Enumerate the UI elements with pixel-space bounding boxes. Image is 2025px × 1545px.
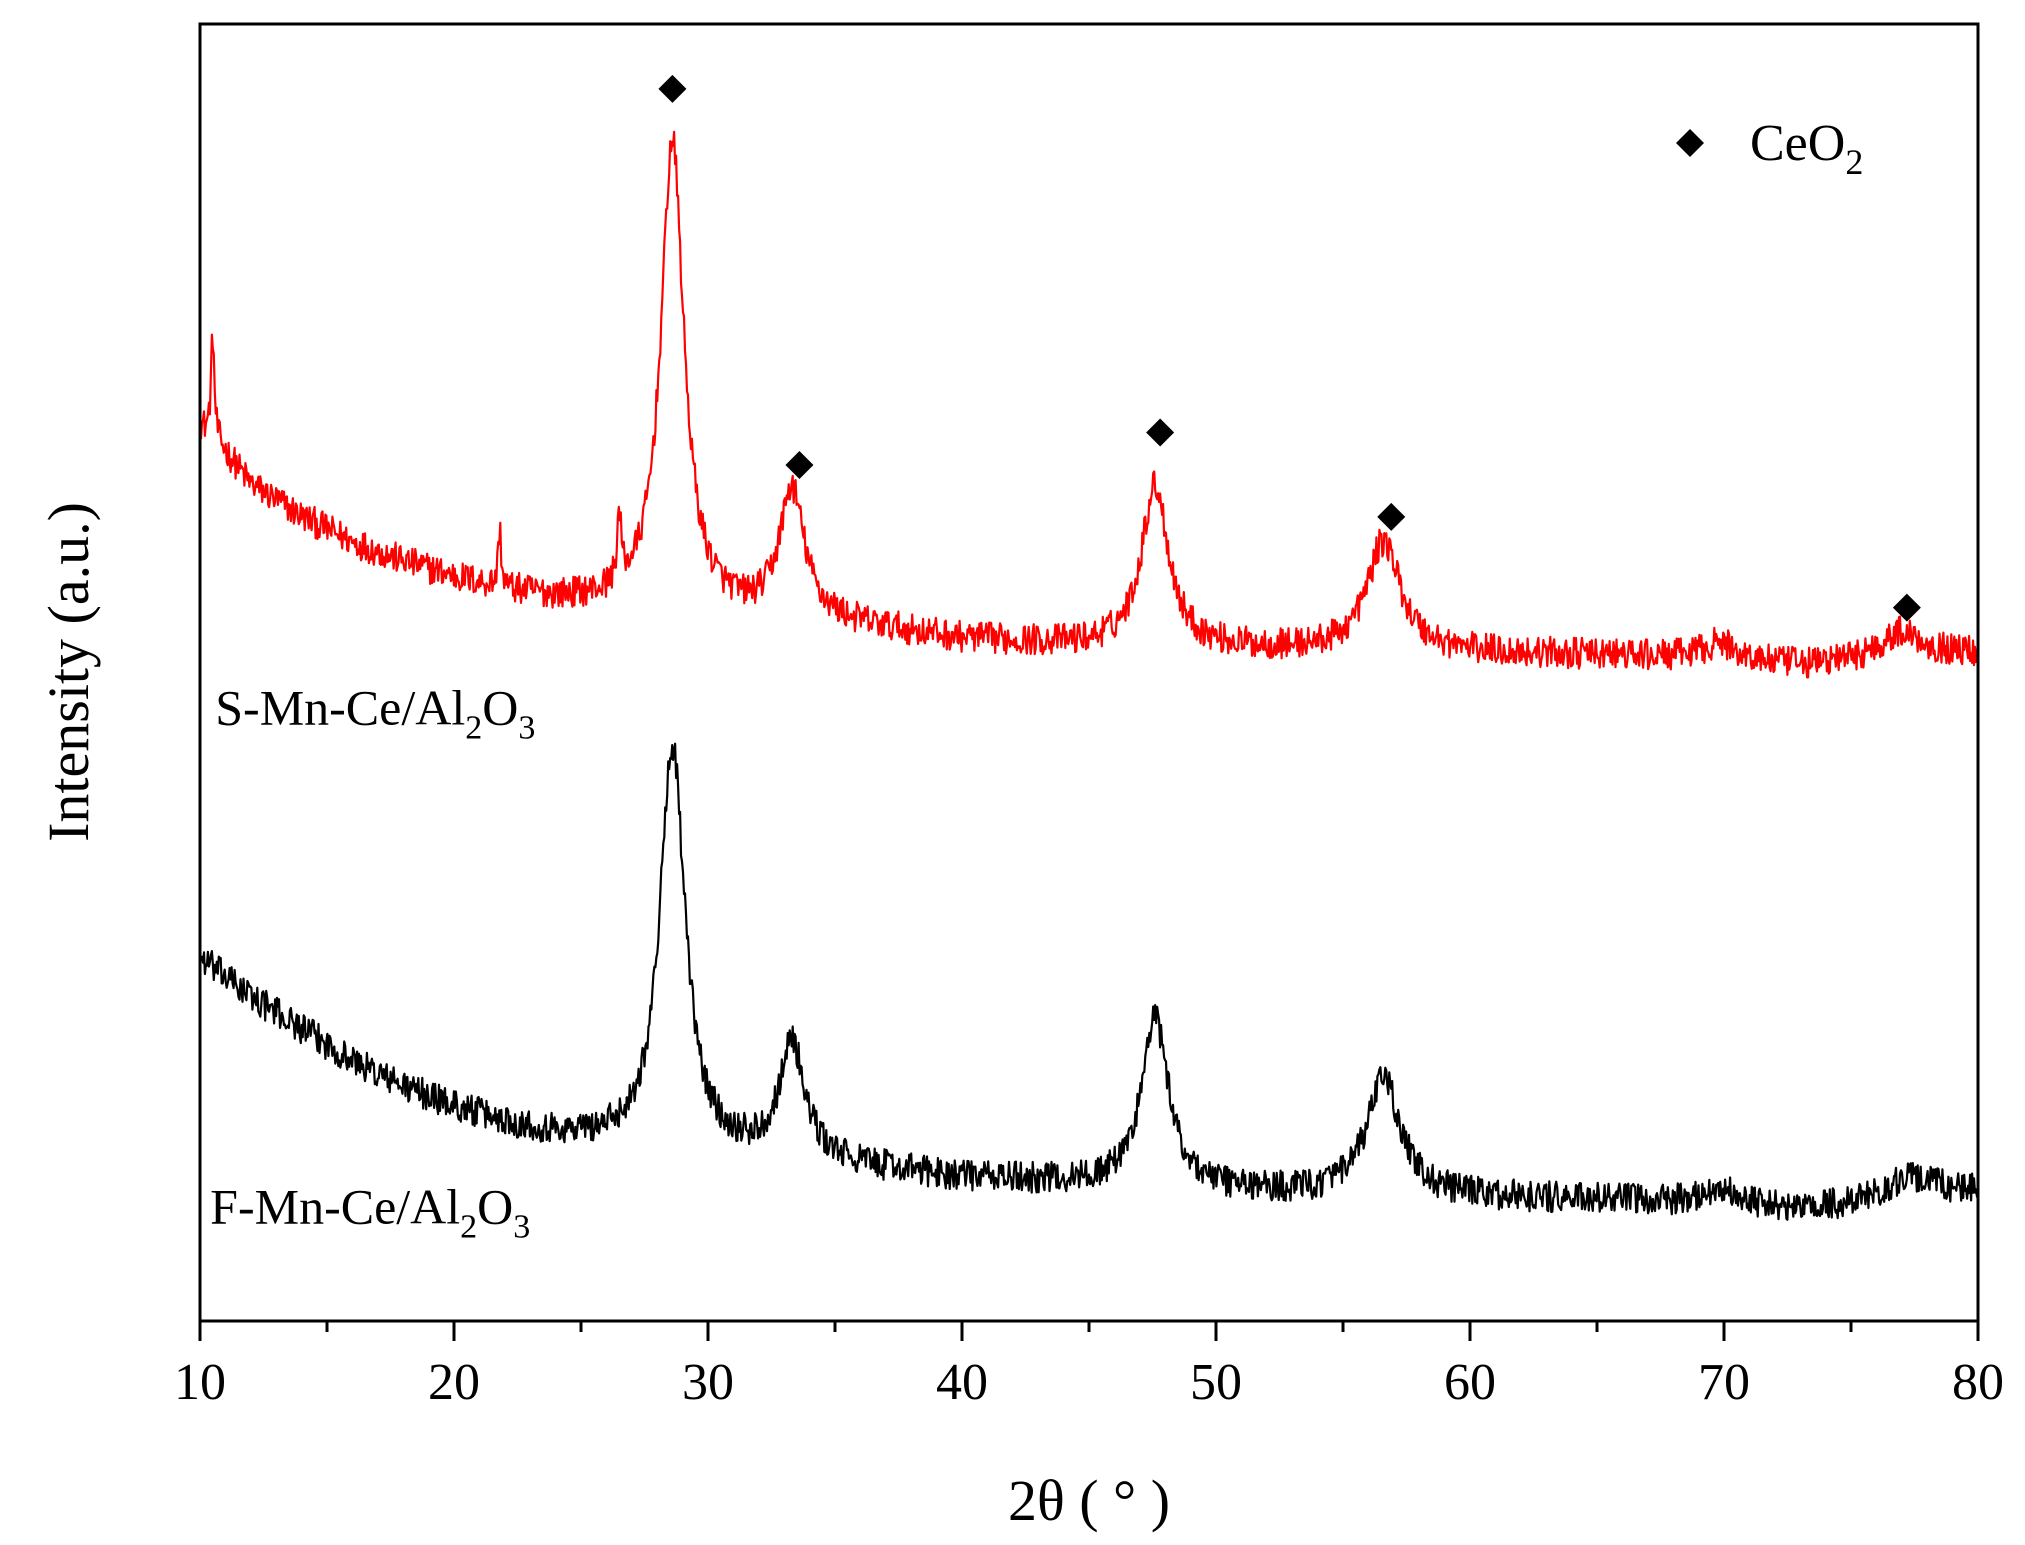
x-tick-label: 50 [1190, 1354, 1242, 1411]
series-label-f-mn-ce: F-Mn-Ce/Al2O3 [210, 1179, 530, 1246]
label-text: S-Mn-Ce/Al [215, 679, 465, 735]
series-line-f-mn-ce [198, 742, 1980, 1221]
legend-label: CeO2 [1750, 115, 1863, 182]
plot-frame [198, 22, 1980, 1323]
series-line-s-mn-ce [199, 130, 1980, 679]
label-subscript: 3 [518, 709, 535, 746]
ceo2-peak-marker [1377, 502, 1406, 531]
label-subscript: 3 [513, 1209, 530, 1246]
x-tick-label: 30 [682, 1354, 734, 1411]
x-axis-title: 2θ ( ° ) [1008, 1468, 1170, 1533]
label-subscript: 2 [465, 709, 482, 746]
x-axis-ticks: 10 20 30 40 50 60 70 80 [174, 1321, 2004, 1411]
legend-label-text: CeO [1750, 115, 1845, 172]
series-layer [198, 130, 1980, 1221]
label-subscript: 2 [460, 1209, 477, 1246]
ceo2-peak-marker [1892, 593, 1921, 622]
label-text: O [477, 1179, 513, 1235]
ceo2-peak-marker [1146, 418, 1175, 447]
x-tick-label: 40 [936, 1354, 988, 1411]
series-label-s-mn-ce: S-Mn-Ce/Al2O3 [215, 679, 535, 746]
legend-label-subscript: 2 [1845, 142, 1863, 182]
label-text: F-Mn-Ce/Al [210, 1179, 460, 1235]
x-tick-label: 10 [174, 1354, 226, 1411]
ceo2-peak-marker [658, 74, 687, 103]
label-text: O [482, 679, 518, 735]
legend-diamond-icon [1676, 129, 1704, 157]
peak-markers [658, 74, 1921, 622]
ceo2-peak-marker [785, 450, 814, 479]
x-tick-label: 80 [1952, 1354, 2004, 1411]
x-tick-label: 70 [1698, 1354, 1750, 1411]
x-tick-label: 20 [428, 1354, 480, 1411]
legend: CeO2 [1676, 115, 1863, 182]
x-tick-label: 60 [1444, 1354, 1496, 1411]
y-axis-title: Intensity (a.u.) [36, 502, 101, 842]
